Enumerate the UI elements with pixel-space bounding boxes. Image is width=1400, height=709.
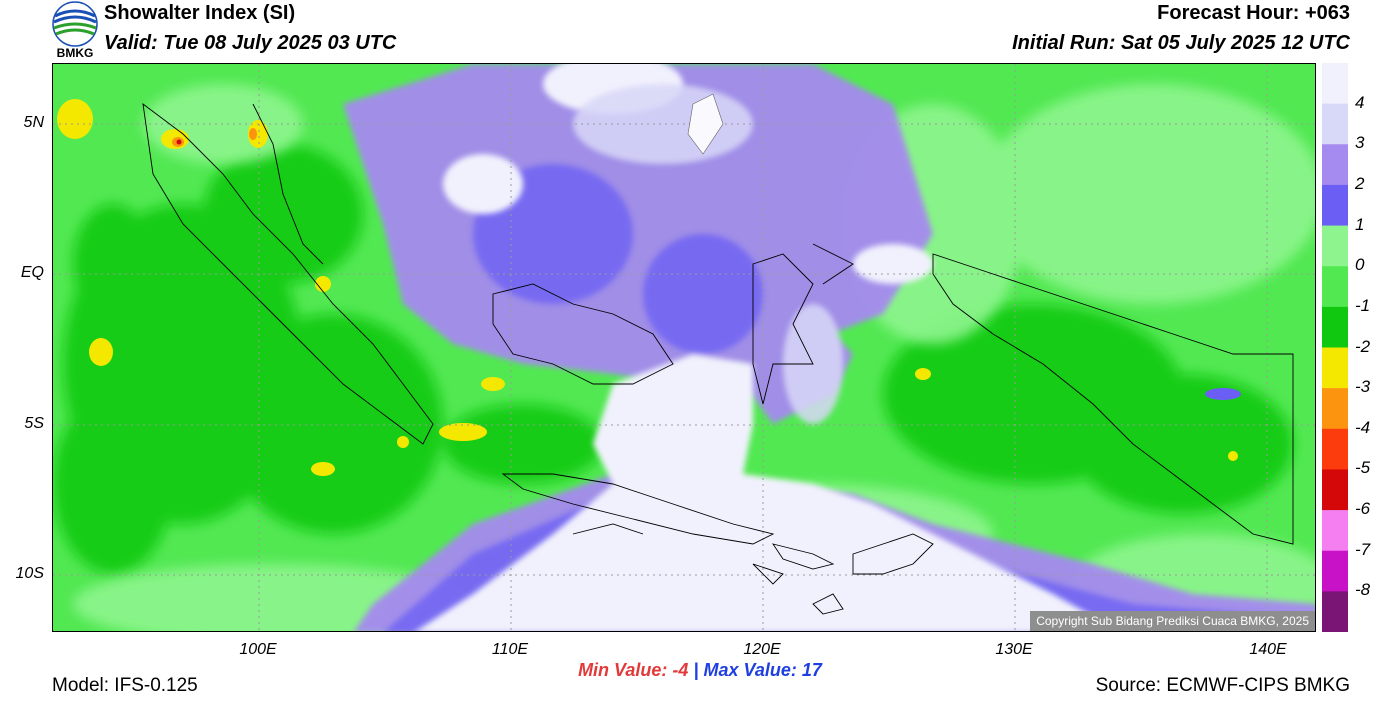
legend-label: -7 (1355, 539, 1371, 559)
legend-label: 0 (1355, 255, 1365, 275)
min-value: -4 (672, 660, 689, 680)
max-value: 17 (801, 660, 822, 680)
legend-label: -2 (1355, 336, 1371, 356)
legend-label: -3 (1355, 377, 1371, 397)
initial-run: Initial Run: Sat 05 July 2025 12 UTC (1012, 32, 1350, 54)
legend-swatch (1322, 347, 1348, 389)
map-panel: Copyright Sub Bidang Prediksi Cuaca BMKG… (52, 63, 1316, 632)
si-field-map (53, 64, 1315, 631)
legend-swatch (1322, 103, 1348, 145)
lat-label-eq: EQ (20, 264, 44, 281)
legend-swatch (1322, 428, 1348, 470)
min-label: Min Value: (578, 660, 668, 680)
lon-label-110e: 110E (491, 641, 529, 658)
lat-label-5n: 5N (23, 114, 44, 131)
legend-label: -5 (1355, 458, 1371, 478)
coastlines (142, 102, 1294, 615)
separator: | (693, 660, 699, 680)
legend-swatch (1322, 591, 1348, 632)
valid-time: Valid: Tue 08 July 2025 03 UTC (104, 32, 397, 54)
legend-swatch (1322, 388, 1348, 430)
bmkg-logo: BMKG (52, 1, 98, 60)
source-info: Source: ECMWF-CIPS BMKG (1095, 675, 1350, 696)
legend-swatch (1322, 184, 1348, 227)
legend-label: -8 (1355, 580, 1371, 600)
legend-swatch (1322, 266, 1348, 308)
min-max-values: Min Value: -4 | Max Value: 17 (0, 660, 1400, 681)
legend-label: 1 (1355, 214, 1365, 234)
forecast-hour: Forecast Hour: +063 (1157, 2, 1350, 24)
lon-label-140e: 140E (1249, 641, 1287, 658)
legend-swatch (1322, 469, 1348, 511)
lon-label-120e: 120E (743, 641, 781, 658)
legend-swatch (1322, 550, 1348, 592)
lat-label-5s: 5S (24, 415, 44, 432)
chart-title: Showalter Index (SI) (104, 2, 296, 24)
legend-swatch (1322, 63, 1348, 105)
lon-label-100e: 100E (239, 641, 277, 658)
copyright-notice: Copyright Sub Bidang Prediksi Cuaca BMKG… (1030, 611, 1315, 631)
logo-text: BMKG (57, 46, 94, 60)
legend-swatch (1322, 510, 1348, 552)
legend-label: 4 (1355, 92, 1365, 112)
legend-label: -4 (1355, 417, 1371, 437)
lat-label-10s: 10S (15, 565, 44, 582)
legend-label: -1 (1355, 295, 1371, 315)
legend-swatch (1322, 144, 1348, 186)
legend-swatch (1322, 225, 1348, 267)
legend-swatch (1322, 306, 1348, 348)
lon-label-130e: 130E (995, 641, 1033, 658)
legend-label: 2 (1355, 173, 1365, 193)
model-info: Model: IFS-0.125 (52, 675, 198, 696)
legend-label: 3 (1355, 133, 1365, 153)
max-label: Max Value: (703, 660, 797, 680)
legend-colorbar (1322, 63, 1348, 632)
legend-label: -6 (1355, 499, 1371, 519)
